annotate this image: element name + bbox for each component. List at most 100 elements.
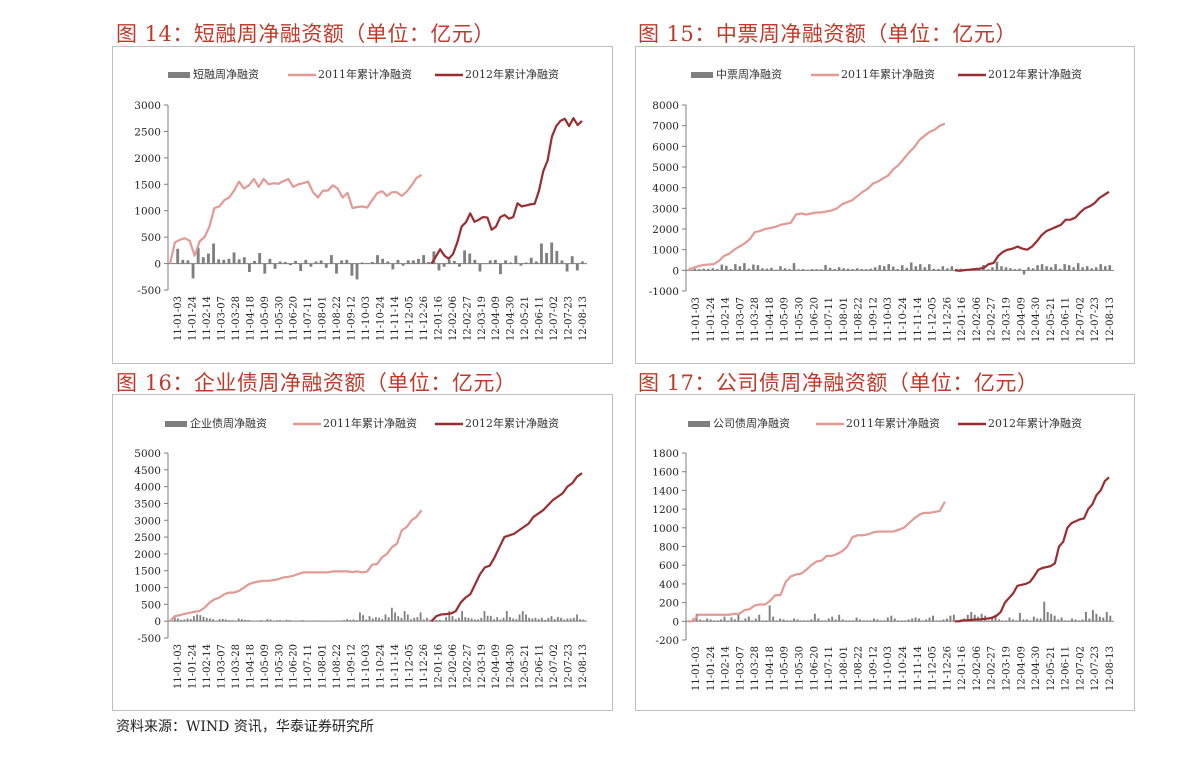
- bar: [563, 619, 566, 622]
- bar: [429, 619, 432, 622]
- bar: [560, 260, 564, 264]
- bar: [747, 268, 751, 271]
- bar: [320, 620, 323, 622]
- y-tick-label: 1400: [652, 485, 679, 497]
- bar: [792, 263, 796, 271]
- bar: [852, 620, 855, 622]
- x-tick-label: 12-08-13: [1105, 297, 1116, 342]
- y-tick-label: 0: [672, 265, 679, 277]
- y-tick-label: 500: [141, 232, 161, 244]
- bar: [1018, 612, 1021, 622]
- bar: [824, 264, 827, 271]
- x-tick-label: 11-10-24: [898, 646, 909, 691]
- bar: [298, 620, 301, 622]
- y-tick-label: 5000: [134, 448, 161, 460]
- bar: [518, 614, 521, 622]
- bar: [189, 619, 192, 622]
- bar: [340, 260, 344, 264]
- bar: [438, 619, 441, 622]
- bar: [779, 266, 782, 271]
- y-tick-label: 3000: [652, 203, 679, 215]
- bar: [890, 615, 893, 622]
- bar: [977, 269, 981, 271]
- bar: [451, 616, 454, 622]
- x-tick-label: 12-05-21: [1046, 646, 1057, 691]
- bar: [928, 617, 931, 622]
- bar: [774, 269, 778, 271]
- x-tick-label: 12-04-30: [1031, 297, 1042, 342]
- bar: [886, 617, 889, 622]
- x-tick-label: 11-08-01: [839, 646, 850, 691]
- bar: [397, 616, 400, 622]
- bar: [193, 616, 195, 622]
- bar: [541, 617, 543, 622]
- y-tick-label: -500: [137, 633, 161, 645]
- x-tick-label: 11-06-20: [809, 297, 820, 342]
- bar: [747, 616, 750, 622]
- bar: [381, 258, 385, 264]
- x-tick-label: 11-03-28: [750, 297, 761, 342]
- x-tick-label: 11-05-30: [795, 646, 806, 691]
- bar: [918, 618, 921, 622]
- bar: [505, 611, 508, 622]
- x-tick-label: 11-06-20: [289, 644, 300, 689]
- bar: [317, 620, 320, 622]
- bar: [218, 619, 221, 622]
- x-tick-label: 11-04-18: [765, 297, 776, 342]
- bar: [973, 614, 976, 622]
- bar: [900, 620, 903, 622]
- bar: [499, 263, 502, 275]
- x-tick-label: 12-06-11: [1061, 297, 1072, 342]
- x-tick-label: 12-02-27: [987, 646, 998, 691]
- bar: [575, 263, 579, 271]
- x-tick-label: 11-03-07: [735, 297, 746, 342]
- bar: [378, 617, 380, 622]
- bar: [876, 619, 879, 622]
- bar: [939, 620, 941, 622]
- y-tick-label: 600: [659, 560, 679, 572]
- bar: [545, 253, 548, 264]
- bar: [842, 268, 845, 271]
- bar: [737, 614, 740, 622]
- chart-panel-corporate-bonds: 公司债周净融资 2011年累计净融资 2012年累计净融资 -200 0 200 400 60…: [635, 394, 1135, 711]
- bar: [851, 269, 854, 271]
- bar: [1039, 618, 1042, 622]
- bar: [461, 611, 463, 622]
- x-tick-label: 12-07-02: [549, 296, 560, 341]
- bar: [859, 619, 861, 622]
- bar: [512, 618, 515, 622]
- bar: [904, 620, 907, 622]
- bar: [304, 259, 308, 264]
- x-tick-label: 11-12-05: [404, 644, 415, 689]
- x-tick-label: 11-01-24: [706, 297, 717, 342]
- line-series-2011: [688, 501, 946, 623]
- bar: [1103, 266, 1107, 271]
- bar: [319, 260, 323, 264]
- bar: [761, 268, 764, 271]
- x-tick-label: 11-10-03: [361, 296, 372, 341]
- bar: [806, 620, 809, 622]
- bar: [205, 617, 208, 622]
- bar: [335, 263, 338, 274]
- bar: [921, 620, 924, 622]
- bar: [416, 617, 419, 622]
- bar: [279, 620, 282, 622]
- y-tick-label: 1000: [134, 583, 161, 595]
- bar: [478, 263, 482, 272]
- bar: [734, 264, 737, 271]
- bar: [177, 618, 179, 622]
- bar: [384, 614, 387, 622]
- x-tick-label: 11-01-24: [187, 296, 198, 341]
- bar: [1105, 611, 1108, 622]
- bar: [301, 620, 304, 622]
- bar: [770, 267, 773, 271]
- bar: [504, 260, 508, 264]
- y-tick-label: 1800: [652, 448, 679, 460]
- bar: [987, 620, 990, 622]
- legend-bar-label: 中票周净融资: [716, 67, 782, 81]
- x-tick-label: 11-01-24: [706, 646, 717, 691]
- bar: [1078, 620, 1080, 622]
- x-tick-label: 11-05-30: [274, 296, 285, 341]
- bar: [866, 620, 868, 622]
- bar: [775, 620, 778, 622]
